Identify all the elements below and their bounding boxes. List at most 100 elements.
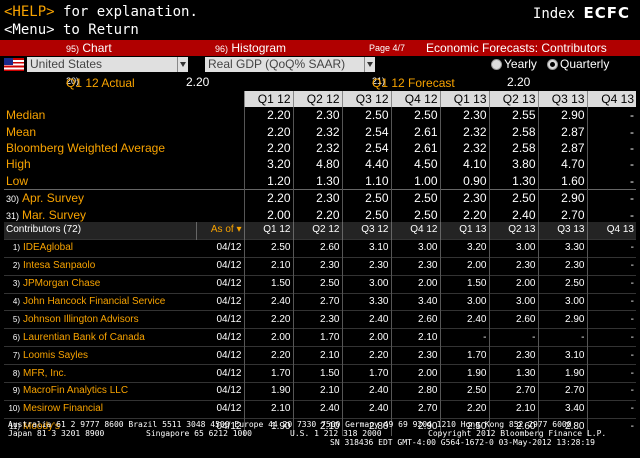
contributor-cell: 2.20 <box>243 346 293 365</box>
contributor-date: 04/12 <box>196 256 244 276</box>
contributor-row[interactable]: 1) IDEAglobal 04/12 2.50 2.60 3.10 3.00 3.20 3.0… <box>4 238 636 258</box>
summary-row-label: 30) Apr. Survey <box>4 188 244 207</box>
contributor-row[interactable]: 4) John Hancock Financial Service 04/12 2.4… <box>4 292 636 311</box>
contributor-number: 3) <box>12 279 20 289</box>
country-dropdown-icon[interactable] <box>177 57 188 72</box>
summary-cell: 2.30 <box>292 188 342 207</box>
contributor-cell: 2.50 <box>292 274 342 294</box>
contributor-row[interactable]: 2) Intesa Sanpaolo 04/12 2.10 2.30 2.30 2.30 2.… <box>4 256 636 276</box>
summary-cell: 2.50 <box>390 188 440 207</box>
contributor-name-cell[interactable]: 3) JPMorgan Chase <box>4 274 196 294</box>
contributor-cell: 1.50 <box>439 274 489 294</box>
yearly-radio[interactable] <box>491 59 502 70</box>
contributor-row[interactable]: 5) Johnson Illington Advisors 04/12 2.20 2.3… <box>4 310 636 329</box>
summary-col-header: Q3 13 <box>537 91 587 108</box>
summary-cell: - <box>586 107 636 124</box>
help-key[interactable]: <HELP> <box>4 4 55 20</box>
footer-us: U.S. 1 212 318 2000 <box>290 429 382 438</box>
contributor-name-cell[interactable]: 9) MacroFin Analytics LLC <box>4 382 196 401</box>
summary-row-text: High <box>6 157 31 172</box>
contributor-number: 11) <box>9 422 20 432</box>
contrib-col-header: Q2 12 <box>292 222 342 240</box>
contributor-cell: 2.20 <box>341 346 391 365</box>
contributor-cell: 3.40 <box>537 399 587 419</box>
contributor-row[interactable]: 9) MacroFin Analytics LLC 04/12 1.90 2.10 2.4… <box>4 382 636 401</box>
summary-row: Low 1.20 1.30 1.10 1.00 0.90 1.30 1.60- <box>4 172 636 190</box>
contributor-row[interactable]: 3) JPMorgan Chase 04/12 1.50 2.50 3.00 2.00 1.5… <box>4 274 636 294</box>
contributor-name-cell[interactable]: 5) Johnson Illington Advisors <box>4 310 196 329</box>
contributor-cell: 2.40 <box>243 292 293 311</box>
security-header: Index ECFC <box>533 4 630 22</box>
contributor-cell: 2.30 <box>292 310 342 329</box>
contributor-cell: 3.10 <box>537 346 587 365</box>
summary-row[interactable]: 31) Mar. Survey 2.00 2.20 2.50 2.50 2.20 2.40 2.… <box>4 206 636 224</box>
indicator-dropdown-icon[interactable] <box>364 57 375 72</box>
contributor-row[interactable]: 8) MFR, Inc. 04/12 1.70 1.50 1.70 2.00 1.90 1.30… <box>4 364 636 383</box>
country-select[interactable]: United States <box>27 57 177 72</box>
contributor-name: Intesa Sanpaolo <box>23 260 96 272</box>
contributor-cell: 2.30 <box>488 346 538 365</box>
contributor-cell: 2.80 <box>390 382 440 401</box>
indicator-select[interactable]: Real GDP (QoQ% SAAR) <box>205 57 364 72</box>
contributor-cell: 1.30 <box>488 364 538 383</box>
summary-row: Median 2.20 2.30 2.50 2.50 2.30 2.55 2.90- <box>4 107 636 124</box>
contributor-cell: - <box>439 328 489 347</box>
contributor-cell: 3.30 <box>341 292 391 311</box>
summary-cell: 2.90 <box>537 188 587 207</box>
contributor-row[interactable]: 6) Laurentian Bank of Canada 04/12 2.00 1.70… <box>4 328 636 347</box>
summary-cell: 2.54 <box>341 139 391 157</box>
contributor-name-cell[interactable]: 1) IDEAglobal <box>4 238 196 258</box>
footer-japan: Japan 81 3 3201 8900 <box>8 429 105 438</box>
contrib-col-header: Q4 13 <box>586 222 636 240</box>
contributor-date: 04/12 <box>196 399 244 419</box>
summary-row[interactable]: 30) Apr. Survey 2.20 2.30 2.50 2.50 2.30 2.50 2.… <box>4 188 636 207</box>
summary-table: Q1 12 Q2 12 Q3 12 Q4 12 Q1 13 Q2 13 Q3 1… <box>4 91 636 224</box>
summary-corner <box>4 91 244 108</box>
contributor-cell: 2.10 <box>243 399 293 419</box>
contributor-cell: 2.10 <box>292 417 342 436</box>
summary-cell: 2.87 <box>537 139 587 157</box>
contributor-name-cell[interactable]: 10) Mesirow Financial <box>4 399 196 419</box>
contributor-number: 1) <box>12 243 20 253</box>
contributor-cell: 3.00 <box>341 274 391 294</box>
contributor-name-cell[interactable]: 11) Moody's <box>4 417 196 436</box>
contributor-number: 2) <box>12 261 20 271</box>
contributor-date: 04/12 <box>196 310 244 329</box>
quarterly-radio[interactable] <box>547 59 558 70</box>
summary-row-number: 30) <box>6 193 20 204</box>
as-of-header[interactable]: As of ▾ <box>195 222 244 240</box>
contributor-cell: 2.50 <box>537 274 587 294</box>
contributor-name-cell[interactable]: 4) John Hancock Financial Service <box>4 292 196 311</box>
contributor-name-cell[interactable]: 7) Loomis Sayles <box>4 346 196 365</box>
summary-col-header: Q1 12 <box>243 91 293 108</box>
histogram-button[interactable]: 96) Histogram <box>215 41 287 55</box>
contributor-name-cell[interactable]: 2) Intesa Sanpaolo <box>4 256 196 276</box>
selector-row: United States Real GDP (QoQ% SAAR) Yearl… <box>0 57 640 73</box>
summary-cell: 2.20 <box>243 123 293 140</box>
summary-cell: - <box>586 139 636 157</box>
contributor-cell: 2.00 <box>488 274 538 294</box>
contributor-cell: 2.50 <box>439 382 489 401</box>
contributor-name-cell[interactable]: 8) MFR, Inc. <box>4 364 196 383</box>
contributor-cell: 2.70 <box>488 382 538 401</box>
footer-singapore: Singapore 65 6212 1000 <box>146 429 252 438</box>
contributor-name-cell[interactable]: 6) Laurentian Bank of Canada <box>4 328 196 347</box>
summary-col-header: Q3 12 <box>341 91 391 108</box>
contributor-cell: 1.90 <box>243 382 293 401</box>
contributor-cell: 3.10 <box>341 238 391 258</box>
summary-col-header: Q2 12 <box>292 91 342 108</box>
menu-return-line[interactable]: <Menu> to Return <box>4 22 139 38</box>
summary-row-text: Mean <box>6 124 37 139</box>
contributor-cell: 2.00 <box>390 274 440 294</box>
contributor-cell: 2.30 <box>390 256 440 276</box>
contributor-name: Mesirow Financial <box>23 403 104 415</box>
chart-button[interactable]: 95) Chart <box>66 41 112 55</box>
contributor-row[interactable]: 7) Loomis Sayles 04/12 2.20 2.10 2.20 2.30 1.70… <box>4 346 636 365</box>
summary-cell: 2.00 <box>243 206 293 224</box>
contributor-cell: 2.10 <box>488 399 538 419</box>
summary-cell: 2.20 <box>439 206 489 224</box>
summary-cell: 2.32 <box>292 123 342 140</box>
contributor-row[interactable]: 11) Moody's 04/12 1.90 2.10 2.80 2.90 2.50 2.60 2… <box>4 417 636 436</box>
contributor-row[interactable]: 10) Mesirow Financial 04/12 2.10 2.40 2.40 2.7… <box>4 399 636 419</box>
contributor-cell: 2.70 <box>537 382 587 401</box>
